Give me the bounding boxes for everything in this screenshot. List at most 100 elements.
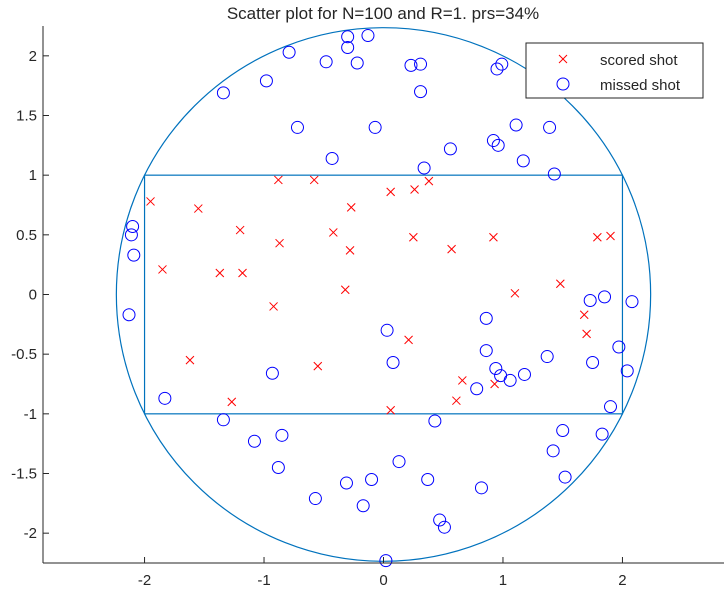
scored-shot-marker bbox=[447, 244, 456, 254]
missed-shot-marker bbox=[586, 356, 600, 370]
missed-shot-marker bbox=[443, 142, 457, 156]
legend-missed-marker bbox=[556, 77, 570, 91]
missed-shot-marker bbox=[361, 29, 375, 43]
missed-shot-marker bbox=[583, 293, 597, 307]
missed-shot-marker bbox=[124, 228, 138, 242]
missed-shot-marker bbox=[126, 219, 140, 233]
missed-shot-marker bbox=[417, 161, 431, 175]
scored-shot-marker bbox=[457, 376, 467, 385]
missed-shot-marker bbox=[495, 57, 509, 71]
missed-shot-marker bbox=[546, 444, 560, 458]
y-tick-label: 2 bbox=[29, 48, 37, 65]
missed-shot-marker bbox=[414, 57, 428, 71]
missed-shot-marker bbox=[365, 472, 379, 486]
y-tick-label: 1 bbox=[29, 167, 37, 184]
missed-shot-marker bbox=[414, 85, 428, 99]
missed-shot-marker bbox=[516, 154, 530, 168]
scored-shot-marker bbox=[510, 288, 520, 298]
scored-shot-marker bbox=[309, 175, 319, 185]
missed-shot-marker bbox=[604, 400, 617, 414]
scored-shot-marker bbox=[579, 310, 589, 320]
missed-shot-marker bbox=[428, 414, 442, 428]
missed-shot-marker bbox=[547, 167, 561, 181]
missed-shot-marker bbox=[479, 344, 493, 358]
missed-shot-marker bbox=[247, 434, 261, 448]
missed-shot-marker bbox=[259, 74, 273, 88]
y-tick-label: -2 bbox=[24, 525, 37, 542]
y-tick-label: 1.5 bbox=[16, 108, 37, 125]
missed-shots-layer bbox=[122, 29, 639, 568]
scored-shot-marker bbox=[452, 396, 461, 406]
scored-shot-marker bbox=[275, 238, 284, 248]
missed-shot-marker bbox=[625, 295, 639, 309]
missed-shot-marker bbox=[290, 120, 304, 134]
missed-shot-marker bbox=[275, 428, 289, 442]
scored-shot-marker bbox=[193, 204, 203, 213]
scored-shot-marker bbox=[386, 405, 396, 415]
missed-shot-marker bbox=[556, 424, 570, 438]
scored-shot-marker bbox=[386, 187, 396, 197]
missed-shot-marker bbox=[380, 323, 394, 337]
x-tick-label: -2 bbox=[138, 572, 151, 589]
missed-shot-marker bbox=[350, 56, 364, 70]
missed-shot-marker bbox=[437, 520, 451, 534]
missed-shot-marker bbox=[319, 55, 333, 69]
scored-shot-marker bbox=[235, 225, 245, 235]
x-tick-label: 2 bbox=[618, 572, 626, 589]
scored-shot-marker bbox=[227, 397, 237, 407]
missed-shot-marker bbox=[341, 40, 355, 54]
missed-shot-marker bbox=[308, 492, 322, 506]
missed-shot-marker bbox=[386, 356, 400, 370]
missed-shot-marker bbox=[404, 58, 418, 72]
missed-shot-marker bbox=[356, 499, 370, 513]
legend-x-icon bbox=[558, 54, 568, 64]
scored-shot-marker bbox=[340, 285, 350, 295]
missed-shot-marker bbox=[392, 455, 406, 469]
scored-shot-marker bbox=[410, 185, 419, 194]
scored-shot-marker bbox=[238, 268, 247, 278]
missed-shot-marker bbox=[620, 364, 634, 378]
chart-title: Scatter plot for N=100 and R=1. prs=34% bbox=[227, 4, 539, 23]
missed-shot-marker bbox=[127, 248, 141, 262]
missed-shot-marker bbox=[479, 311, 493, 325]
missed-shot-marker bbox=[540, 350, 554, 364]
x-tick-label: 0 bbox=[379, 572, 387, 589]
missed-shot-marker bbox=[216, 86, 230, 100]
scored-shot-marker bbox=[489, 232, 498, 242]
missed-shot-marker bbox=[265, 366, 279, 380]
scored-shot-marker bbox=[606, 231, 615, 241]
scored-shots-layer bbox=[146, 175, 615, 415]
missed-shot-marker bbox=[598, 290, 612, 304]
scored-shot-marker bbox=[424, 176, 434, 186]
missed-shot-marker bbox=[612, 340, 626, 354]
legend-scored-marker bbox=[558, 54, 568, 64]
scored-shot-marker bbox=[490, 379, 499, 389]
missed-shot-marker bbox=[122, 308, 136, 322]
y-tick-label: 0 bbox=[29, 287, 37, 304]
scored-shot-marker bbox=[269, 302, 278, 311]
missed-shot-marker bbox=[421, 472, 435, 486]
scored-shot-marker bbox=[185, 355, 195, 365]
missed-shot-marker bbox=[474, 481, 488, 495]
missed-shot-marker bbox=[216, 413, 230, 427]
scored-shot-marker bbox=[404, 335, 413, 345]
scored-shot-marker bbox=[593, 232, 602, 242]
scored-shot-marker bbox=[158, 265, 167, 274]
legend-label-scored: scored shot bbox=[600, 52, 678, 69]
scored-shot-marker bbox=[346, 203, 356, 212]
axes-layer: -2 -1 0 1 2 -2 -1.5 -1 -0.5 0 0.5 1 1.5 2 bbox=[11, 26, 724, 589]
scored-shot-marker bbox=[215, 268, 225, 278]
missed-shot-marker bbox=[271, 461, 285, 475]
missed-shot-marker bbox=[490, 62, 504, 76]
missed-shot-marker bbox=[486, 134, 500, 148]
legend-label-missed: missed shot bbox=[600, 77, 681, 94]
scored-shot-marker bbox=[555, 279, 565, 289]
scored-shot-marker bbox=[345, 245, 355, 255]
missed-shot-marker bbox=[543, 120, 557, 134]
scored-shot-marker bbox=[146, 197, 155, 206]
missed-shot-marker bbox=[595, 427, 609, 441]
missed-shot-marker bbox=[509, 118, 523, 132]
scored-shot-marker bbox=[409, 232, 418, 242]
